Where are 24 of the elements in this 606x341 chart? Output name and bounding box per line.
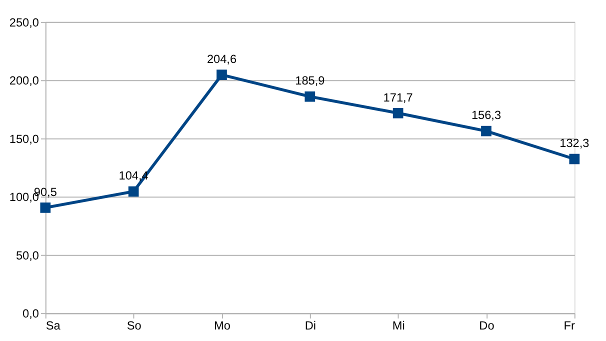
data-label: 204,6 <box>206 52 237 66</box>
point <box>481 126 492 136</box>
y-tick-label: 250,0 <box>9 15 40 30</box>
y-tick-label: 200,0 <box>9 74 40 88</box>
data-label: 185,9 <box>295 74 326 88</box>
data-label: 171,7 <box>383 90 413 104</box>
y-tick-label: 150,0 <box>9 132 40 146</box>
x-tick-label: Do <box>479 318 495 332</box>
point <box>304 91 316 102</box>
data-label: 132,3 <box>560 136 590 150</box>
x-tick-label: Mo <box>214 318 231 332</box>
x-tick-label: Mi <box>392 318 405 332</box>
x-tick-label: Sa <box>46 318 61 332</box>
point <box>128 186 139 197</box>
y-tick-label: 50,0 <box>16 248 40 262</box>
y-tick-label: 0,0 <box>22 306 40 321</box>
x-tick-label: Di <box>304 318 316 332</box>
point <box>216 70 227 80</box>
data-label: 156,3 <box>471 108 502 122</box>
x-tick-label: So <box>126 318 142 332</box>
point <box>569 154 580 164</box>
x-tick-label: Fr <box>564 318 575 332</box>
point <box>40 202 51 213</box>
point <box>392 108 404 118</box>
